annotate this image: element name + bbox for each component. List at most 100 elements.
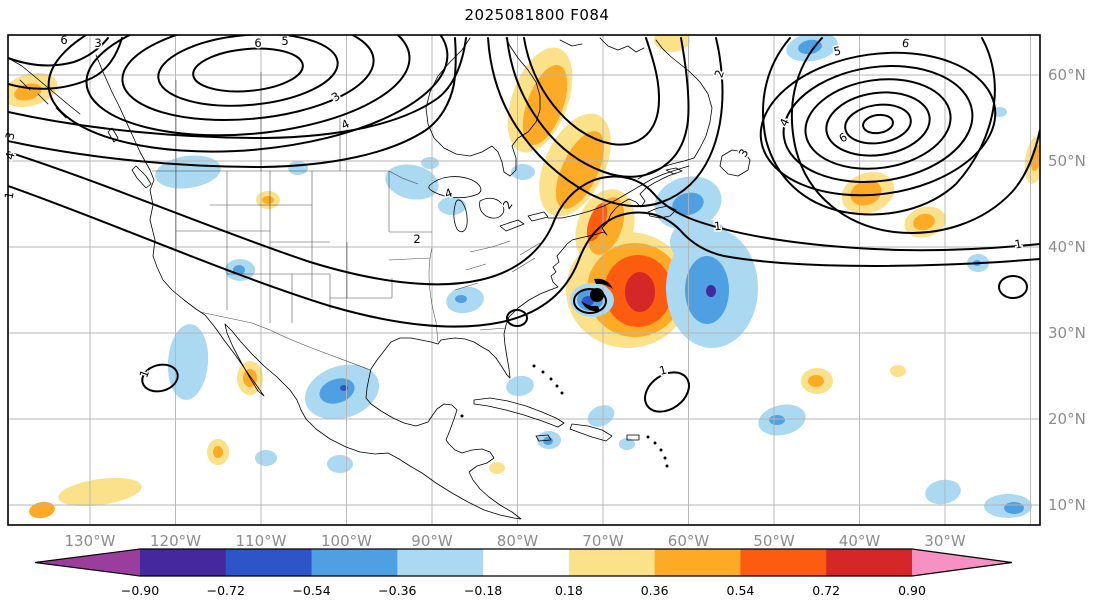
- small-island-dots: [460, 364, 669, 468]
- chart-title: 2025081800 F084: [465, 6, 610, 24]
- shaded-region-ro: [586, 203, 608, 241]
- contour-line: [8, 37, 123, 90]
- colorbar-tick-label: −0.18: [464, 583, 502, 598]
- colorbar-tick-label: −0.90: [121, 583, 159, 598]
- colorbar-tick-label: 0.72: [812, 583, 840, 598]
- shaded-region-o: [850, 180, 882, 206]
- contour-line: [506, 37, 690, 178]
- shaded-region-lb: [506, 375, 534, 397]
- shaded-region-o: [213, 446, 223, 458]
- y-tick-label: 50°N: [1048, 152, 1086, 170]
- contour-ring: [844, 103, 912, 145]
- y-tick-label: 20°N: [1048, 410, 1086, 428]
- contour-line: [8, 151, 1040, 286]
- x-tick-label: 80°W: [497, 532, 539, 550]
- shaded-region-mb: [798, 39, 822, 55]
- coastline-alaska-panhandle: [8, 57, 81, 119]
- coastline-labrador: [559, 37, 713, 159]
- contour-line: [8, 37, 457, 168]
- x-tick-label: 30°W: [924, 532, 966, 550]
- shaded-region-mb: [672, 192, 704, 216]
- colorbar-segment: [654, 549, 741, 576]
- shaded-region-mb: [1004, 502, 1024, 514]
- x-tick-label: 100°W: [321, 532, 372, 550]
- x-tick-label: 120°W: [150, 532, 201, 550]
- shaded-region-mb: [543, 437, 553, 445]
- contour-label: 6: [60, 33, 67, 47]
- shaded-region-lb: [438, 197, 466, 215]
- x-tick-label: 40°W: [839, 532, 881, 550]
- colorbar-segment: [311, 549, 398, 576]
- shaded-region-lb: [993, 107, 1007, 117]
- y-tick-label: 30°N: [1048, 324, 1086, 342]
- shaded-region-lb: [167, 324, 209, 400]
- contour-ring: [47, 35, 449, 153]
- shaded-region-mb: [769, 415, 785, 425]
- shaded-region-vi: [706, 285, 716, 297]
- contour-line: [487, 37, 724, 208]
- contour-closed-low: [141, 363, 179, 393]
- colorbar-tick-label: −0.36: [378, 583, 416, 598]
- contour-label: 5: [281, 34, 288, 48]
- shaded-region-o: [262, 196, 274, 204]
- colorbar-segment: [740, 549, 827, 576]
- colorbar-segment: [483, 549, 570, 576]
- x-tick-label: 130°W: [65, 532, 116, 550]
- y-tick-label: 60°N: [1048, 66, 1086, 84]
- shaded-region-lb: [255, 450, 277, 466]
- shaded-region-r: [625, 272, 655, 312]
- islands: [107, 127, 751, 219]
- colorbar-tick-label: 0.54: [727, 583, 755, 598]
- colorbar-segment: [225, 549, 313, 576]
- shaded-region-lb: [511, 164, 535, 180]
- colorbar-outline: [34, 548, 1013, 577]
- colorbar-segment: [397, 549, 484, 576]
- contour-ring: [759, 51, 997, 197]
- contour-ring: [85, 35, 411, 137]
- coastline-north-america: [95, 54, 677, 520]
- colorbar-tick-label: 0.90: [898, 583, 926, 598]
- y-tick-label: 10°N: [1048, 496, 1086, 514]
- colorbar-over-arrow: [912, 549, 1012, 576]
- contour-ring: [782, 65, 974, 183]
- colorbar-under-arrow: [35, 549, 140, 576]
- latitude-tick-labels: 60°N 50°N 40°N 30°N 20°N 10°N: [1048, 66, 1086, 514]
- shaded-region-o: [913, 213, 935, 231]
- caribbean-islands: [473, 397, 640, 442]
- tropical-cyclone-icon: [581, 278, 613, 312]
- shaded-region-lb: [421, 157, 439, 169]
- x-tick-label: 90°W: [411, 532, 453, 550]
- contour-label: 6: [254, 36, 261, 50]
- shaded-region-lb: [288, 161, 308, 175]
- shaded-region-o: [808, 375, 824, 387]
- contour-label: 3: [94, 36, 101, 50]
- shaded-region-lb: [587, 405, 615, 427]
- colorbar-tick-label: −0.54: [292, 583, 330, 598]
- contour-line: [762, 37, 996, 216]
- shaded-region-mb: [455, 295, 467, 303]
- contour-ring: [121, 35, 375, 122]
- x-tick-label: 110°W: [236, 532, 287, 550]
- contour-label: 2: [413, 232, 420, 246]
- contour-line: [8, 185, 1040, 328]
- shaded-region-lb: [327, 455, 353, 473]
- contour-line: [8, 37, 467, 139]
- coastlines: [8, 37, 751, 520]
- shaded-region-lb: [925, 479, 961, 505]
- colorbar-tick-label: −0.72: [207, 583, 245, 598]
- great-lakes: [428, 176, 549, 233]
- contour-ring: [804, 78, 952, 170]
- y-tick-label: 40°N: [1048, 238, 1086, 256]
- shaded-region-mb: [319, 378, 355, 404]
- contour-closed-low: [998, 275, 1028, 299]
- plot-frame: [7, 34, 1041, 526]
- contour-ring: [862, 113, 894, 135]
- contour-storm-ring: [573, 288, 607, 314]
- contour-closed-low: [506, 309, 528, 327]
- contour-ring: [825, 91, 931, 157]
- colorbar-tick-label: 0.18: [555, 583, 583, 598]
- contour-line: [523, 37, 660, 146]
- longitude-tick-labels: 130°W 120°W 110°W 100°W 90°W 80°W 70°W 60°W 50°W…: [65, 532, 966, 550]
